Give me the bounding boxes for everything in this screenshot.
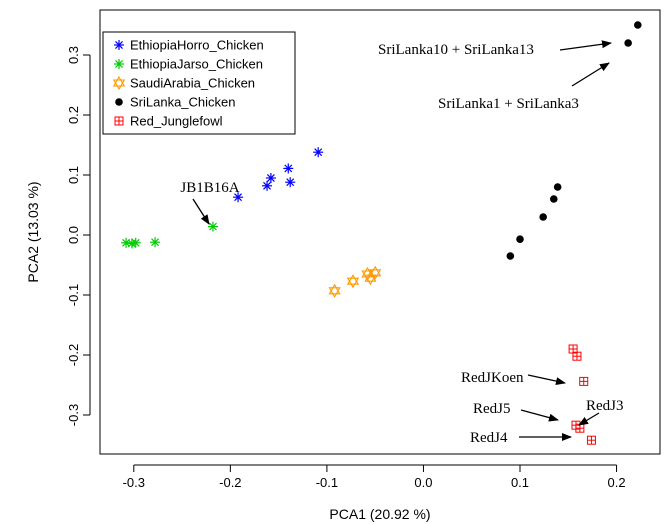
annotation-label: RedJ5 xyxy=(473,401,511,417)
legend-label: EthiopiaHorro_Chicken xyxy=(130,38,264,53)
y-axis-title: PCA2 (13.03 %) xyxy=(25,181,41,282)
series-3 xyxy=(328,265,382,298)
y-axis: -0.3 -0.2 -0.1 0.0 0.1 0.2 0.3 xyxy=(66,46,91,426)
x-tick-label: 0.1 xyxy=(511,475,529,490)
y-tick-label: 0.2 xyxy=(66,106,81,124)
legend-marker xyxy=(114,59,124,69)
x-axis-title: PCA1 (20.92 %) xyxy=(329,506,430,522)
annotation-arrow xyxy=(192,198,210,225)
data-point xyxy=(549,195,558,203)
data-point xyxy=(539,213,547,221)
data-point xyxy=(516,235,524,243)
legend-marker xyxy=(114,40,124,50)
series-4 xyxy=(506,21,642,260)
data-point xyxy=(579,376,589,386)
annotations: SriLanka10 + SriLanka13 SriLanka1 + SriLa… xyxy=(180,40,624,446)
data-point xyxy=(283,163,294,174)
data-point xyxy=(369,265,382,280)
y-tick-label: 0.1 xyxy=(66,166,81,184)
annotation-arrow xyxy=(571,62,610,87)
series-5 xyxy=(568,344,596,445)
x-tick-label: 0.2 xyxy=(608,475,626,490)
data-point xyxy=(586,435,596,445)
x-tick-label: 0.0 xyxy=(414,475,432,490)
data-point xyxy=(346,274,360,289)
data-point xyxy=(150,237,161,248)
data-point xyxy=(313,147,324,158)
x-tick-label: -0.3 xyxy=(123,475,145,490)
legend-label: EthiopiaJarso_Chicken xyxy=(130,57,263,72)
data-point xyxy=(553,183,562,191)
legend-entry: EthiopiaHorro_Chicken xyxy=(114,38,264,53)
data-point xyxy=(265,173,276,183)
x-axis: -0.3 -0.2 -0.1 0.0 0.1 0.2 xyxy=(123,464,626,490)
x-tick-label: -0.1 xyxy=(316,475,338,490)
y-tick-label: 0.0 xyxy=(66,226,81,244)
data-point xyxy=(633,21,642,29)
legend-entry: EthiopiaJarso_Chicken xyxy=(114,57,263,72)
annotation-label: RedJ4 xyxy=(470,430,508,446)
annotation-label: JB1B16A xyxy=(180,180,239,196)
legend-label: SaudiArabia_Chicken xyxy=(130,76,255,91)
data-point xyxy=(572,351,582,361)
data-point xyxy=(328,283,341,298)
y-tick-label: 0.3 xyxy=(66,46,81,64)
y-tick-label: -0.2 xyxy=(66,344,81,366)
annotation-arrow xyxy=(527,374,566,386)
legend-entry: SriLanka_Chicken xyxy=(115,95,236,110)
y-tick-label: -0.3 xyxy=(66,404,81,426)
annotation-arrow xyxy=(578,412,600,426)
annotation-label: SriLanka10 + SriLanka13 xyxy=(378,42,534,58)
legend-marker xyxy=(112,75,126,91)
legend-marker xyxy=(115,98,123,106)
series-2 xyxy=(121,221,218,249)
annotation-label: RedJ3 xyxy=(586,398,624,414)
annotation-arrow xyxy=(520,409,559,422)
plot-frame xyxy=(99,9,661,455)
legend: EthiopiaHorro_Chicken EthiopiaJarso_Chick… xyxy=(102,31,296,135)
data-point xyxy=(262,180,273,191)
annotation-arrow xyxy=(559,40,612,51)
annotation-label: RedJKoen xyxy=(461,370,524,386)
data-point xyxy=(285,177,296,188)
data-point xyxy=(233,192,244,203)
annotation-label: SriLanka1 + SriLanka3 xyxy=(438,96,579,112)
legend-label: SriLanka_Chicken xyxy=(130,95,236,110)
legend-marker xyxy=(114,116,124,126)
data-point xyxy=(506,252,515,260)
data-points xyxy=(121,21,642,445)
data-point xyxy=(130,237,141,248)
data-point xyxy=(624,39,632,47)
legend-entry: Red_Junglefowl xyxy=(114,114,223,129)
legend-entry: SaudiArabia_Chicken xyxy=(112,75,255,91)
legend-label: Red_Junglefowl xyxy=(130,114,223,129)
x-tick-label: -0.2 xyxy=(219,475,241,490)
y-tick-label: -0.1 xyxy=(66,284,81,306)
legend-box xyxy=(102,31,296,135)
data-point xyxy=(207,221,218,232)
series-1 xyxy=(233,147,324,203)
